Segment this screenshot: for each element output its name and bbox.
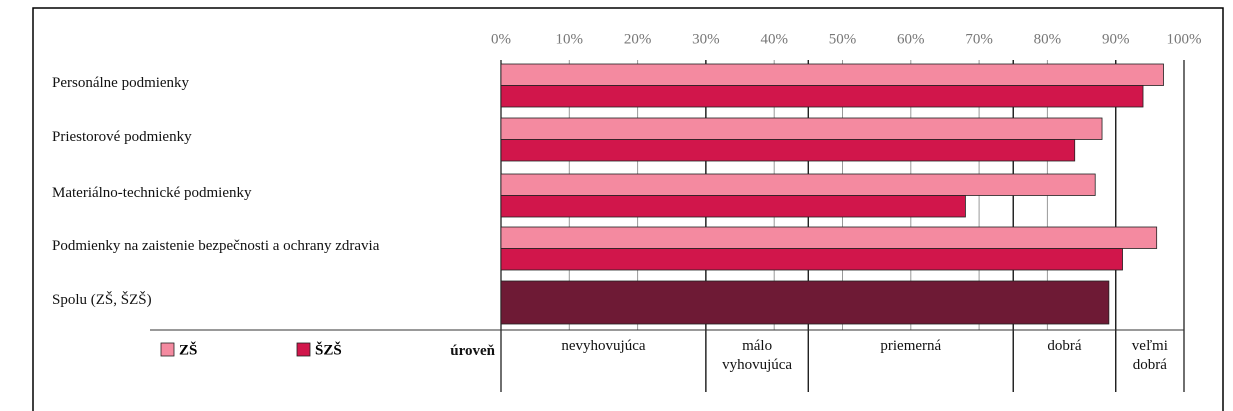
level-title: úroveň: [450, 343, 495, 359]
category-label: Podmienky na zaistenie bezpečnosti a och…: [52, 238, 380, 254]
bar: [500, 117, 1103, 140]
x-tick-label: 0%: [491, 31, 511, 47]
bar: [500, 85, 1144, 108]
legend-swatch: [160, 342, 175, 357]
x-tick-label: 10%: [556, 31, 584, 47]
x-tick-label: 40%: [760, 31, 788, 47]
x-tick-label: 60%: [897, 31, 925, 47]
category-label: Personálne podmienky: [52, 75, 190, 91]
bar: [500, 248, 1123, 271]
bar: [500, 226, 1158, 249]
x-tick-label: 80%: [1034, 31, 1062, 47]
legend-swatch: [296, 342, 311, 357]
level-label: priemerná: [880, 338, 942, 354]
bar: [500, 195, 966, 218]
bar: [500, 139, 1076, 162]
x-tick-label: 70%: [965, 31, 993, 47]
total-bar: [500, 280, 1110, 325]
level-label: nevyhovujúca: [561, 338, 646, 354]
bar: [500, 173, 1096, 196]
category-label: Materiálno-technické podmienky: [52, 185, 252, 201]
legend-label: ŠZŠ: [315, 341, 342, 358]
x-tick-label: 30%: [692, 31, 720, 47]
bar: [500, 63, 1164, 86]
x-tick-label: 90%: [1102, 31, 1130, 47]
category-label: Spolu (ZŠ, ŠZŠ): [52, 292, 152, 308]
category-label: Priestorové podmienky: [52, 129, 192, 145]
x-tick-label: 50%: [829, 31, 857, 47]
level-label: málo vyhovujúca: [722, 338, 793, 373]
level-label: dobrá: [1047, 338, 1082, 354]
legend-label: ZŠ: [179, 341, 197, 358]
frame: [32, 7, 1224, 411]
x-tick-label: 100%: [1167, 31, 1202, 47]
x-tick-label: 20%: [624, 31, 652, 47]
level-label: veľmi dobrá: [1131, 338, 1168, 373]
